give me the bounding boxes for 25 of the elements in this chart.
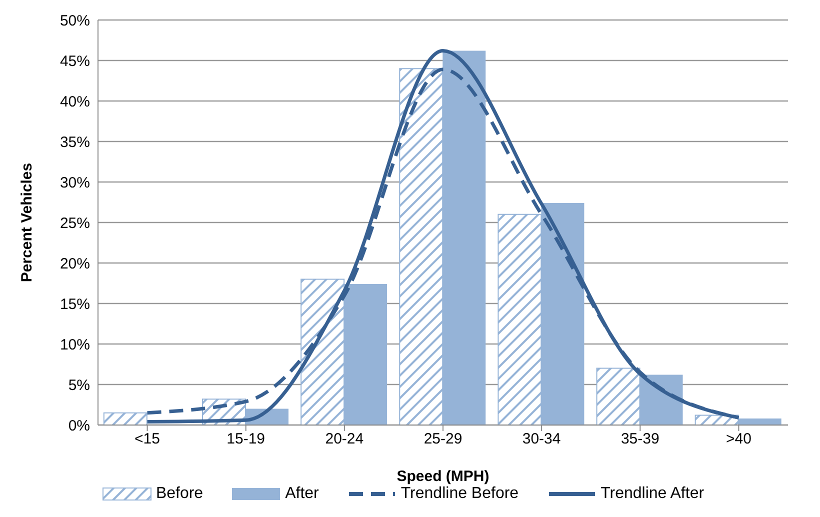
x-tick-label: >40 bbox=[726, 430, 752, 448]
y-tick-label: 50% bbox=[60, 12, 90, 30]
y-tick-label: 30% bbox=[60, 174, 90, 192]
legend-label: Trendline After bbox=[600, 485, 704, 503]
x-tick-label: 15-19 bbox=[226, 430, 266, 448]
y-tick-label: 10% bbox=[60, 336, 90, 354]
y-tick-label: 45% bbox=[60, 52, 90, 70]
y-tick-label: 0% bbox=[68, 417, 90, 434]
x-tick-label: 30-34 bbox=[522, 430, 561, 448]
y-tick-label: 25% bbox=[60, 214, 90, 232]
x-tick-label: 25-29 bbox=[424, 430, 462, 448]
x-tick-label: <15 bbox=[134, 430, 160, 448]
x-axis-title: Speed (MPH) bbox=[396, 468, 490, 485]
x-tick-label: 35-39 bbox=[620, 430, 660, 448]
y-tick-label: 15% bbox=[60, 296, 90, 313]
bar bbox=[103, 412, 148, 425]
y-tick-label: 5% bbox=[68, 376, 90, 394]
y-axis-title: Percent Vehicles bbox=[18, 162, 36, 282]
legend-label: Before bbox=[156, 485, 204, 503]
y-tick-label: 35% bbox=[60, 134, 90, 151]
y-tick-label: 20% bbox=[60, 255, 90, 272]
legend-label: Trendline Before bbox=[400, 485, 519, 503]
x-tick-label: 20-24 bbox=[325, 430, 364, 448]
y-tick-label: 40% bbox=[60, 93, 90, 110]
legend-label: After bbox=[285, 485, 319, 503]
